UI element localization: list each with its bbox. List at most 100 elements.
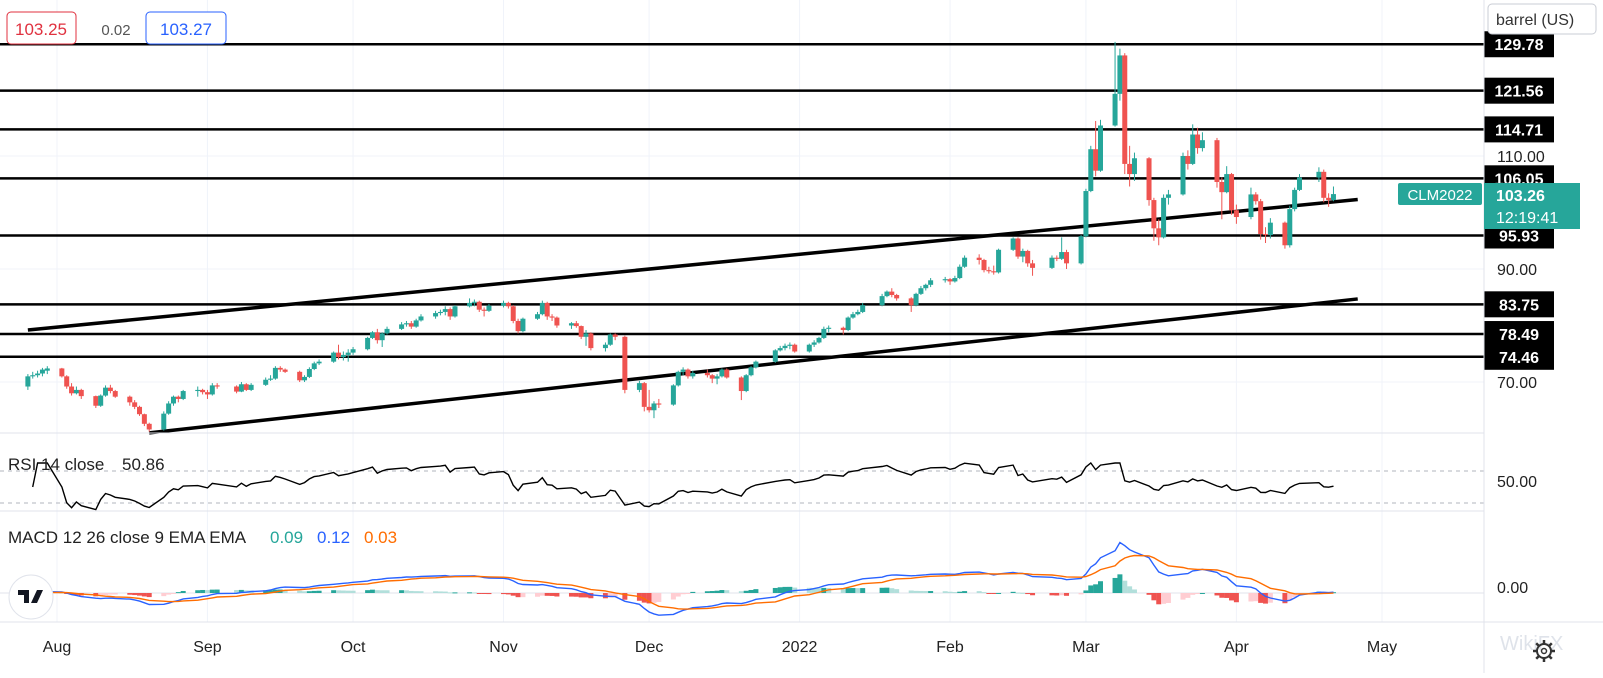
macd-histogram-bar: [845, 588, 851, 593]
macd-histogram-bar: [981, 592, 987, 594]
candle-body: [214, 385, 220, 387]
macd-histogram-bar: [413, 591, 419, 593]
candle-body: [1156, 228, 1162, 238]
macd-line-value: 0.12: [317, 528, 350, 547]
macd-histogram-bar: [433, 591, 439, 593]
macd-histogram-bar: [486, 593, 492, 595]
macd-hist-value: 0.09: [270, 528, 303, 547]
macd-histogram-bar: [1146, 593, 1152, 595]
candle-body: [602, 344, 608, 349]
candle-body: [690, 372, 696, 377]
macd-histogram-bar: [583, 593, 589, 598]
time-axis-label: Nov: [489, 639, 517, 656]
candle-body: [539, 302, 545, 315]
trendline[interactable]: [27, 197, 1358, 332]
macd-histogram-bar: [680, 593, 686, 595]
macd-histogram-bar: [209, 589, 215, 593]
macd-histogram-bar: [200, 589, 206, 593]
macd-histogram-bar: [772, 587, 778, 593]
candle-body: [738, 377, 744, 392]
candle-body: [816, 337, 822, 343]
macd-histogram-bar: [743, 590, 749, 593]
macd-histogram-bar: [607, 593, 613, 598]
candle-body: [1030, 263, 1036, 268]
bid-box[interactable]: [6, 11, 77, 45]
candle-body: [976, 257, 982, 260]
candle-body: [1321, 171, 1327, 198]
macd-histogram-bar: [753, 589, 759, 593]
candle-body: [1263, 233, 1269, 236]
macd-histogram-bar: [1059, 593, 1065, 596]
rsi-legend: RSI 14 close 50.86: [8, 455, 165, 474]
ask-box[interactable]: [145, 11, 227, 45]
candle-body: [132, 402, 138, 407]
macd-histogram-bar: [544, 593, 550, 596]
candle-body: [913, 293, 919, 306]
macd-histogram-bar: [675, 593, 681, 597]
candle-body: [947, 279, 953, 282]
macd-histogram-bar: [452, 592, 458, 594]
time-axis-label: May: [1367, 639, 1397, 656]
candle-body: [952, 278, 958, 282]
candle-body: [73, 389, 79, 394]
macd-histogram-bar: [408, 590, 414, 593]
macd-histogram-bar: [306, 591, 312, 593]
macd-histogram-bar: [549, 593, 555, 596]
candle-body: [772, 350, 778, 362]
candle-body: [1122, 55, 1128, 164]
candle-body: [1180, 156, 1186, 195]
candle-body: [1185, 156, 1191, 164]
macd-histogram-bar: [403, 590, 409, 593]
candle-body: [1199, 140, 1205, 149]
candle-body: [1292, 189, 1298, 210]
time-axis-label: Sep: [193, 639, 222, 656]
macd-histogram-bar: [1195, 593, 1201, 594]
macd-histogram-bar: [991, 593, 997, 594]
time-axis-label: Aug: [43, 639, 71, 656]
symbol-price-badge[interactable]: CLM2022 103.26 12:19:41: [1398, 183, 1580, 229]
macd-histogram-bar: [1214, 593, 1220, 596]
macd-histogram-bar: [1127, 586, 1133, 593]
macd-histogram-bar: [840, 588, 846, 593]
macd-histogram-bar: [1049, 593, 1055, 596]
candle-body: [146, 423, 152, 430]
candle-body: [1131, 158, 1137, 175]
candle-body: [568, 323, 574, 326]
rsi-value: 50.86: [122, 455, 165, 474]
candle-body: [651, 403, 657, 411]
candle-body: [161, 413, 167, 430]
symbol-badge[interactable]: [1398, 183, 1482, 205]
macd-histogram-bar: [928, 591, 934, 593]
macd-histogram-bar: [1030, 593, 1036, 596]
candle-body: [1282, 222, 1288, 246]
candle-body: [175, 396, 181, 399]
macd-histogram-bar: [234, 590, 240, 593]
tradingview-logo[interactable]: [8, 574, 54, 620]
candle-body: [573, 323, 579, 327]
candle-body: [1195, 134, 1201, 149]
candle-body: [1020, 250, 1026, 257]
macd-histogram-bar: [501, 593, 507, 595]
unit-dropdown[interactable]: barrel (US): [1487, 3, 1597, 35]
macd-histogram-bar: [860, 588, 866, 593]
candle-body: [471, 301, 477, 303]
candle-body: [578, 326, 584, 337]
macd-histogram-bar: [850, 588, 856, 593]
macd-pane: [0, 541, 1484, 616]
macd-histogram-bar: [476, 593, 482, 594]
gear-icon[interactable]: [1533, 640, 1555, 662]
candle-body: [748, 367, 754, 376]
unit-dropdown-box[interactable]: [1487, 3, 1597, 35]
candle-body: [1258, 201, 1264, 234]
candle-body: [365, 337, 371, 350]
candle-body: [418, 316, 424, 321]
macd-histogram-bar: [1131, 589, 1137, 593]
macd-histogram-bar: [622, 593, 628, 600]
macd-histogram-bar: [1248, 593, 1254, 602]
candlestick-series: [25, 41, 1336, 432]
support-resistance-levels[interactable]: 129.78121.56114.71106.0595.9383.7578.497…: [0, 31, 1554, 370]
candle-body: [78, 389, 84, 397]
macd-histogram-bar: [103, 593, 109, 596]
macd-histogram-bar: [369, 589, 375, 593]
